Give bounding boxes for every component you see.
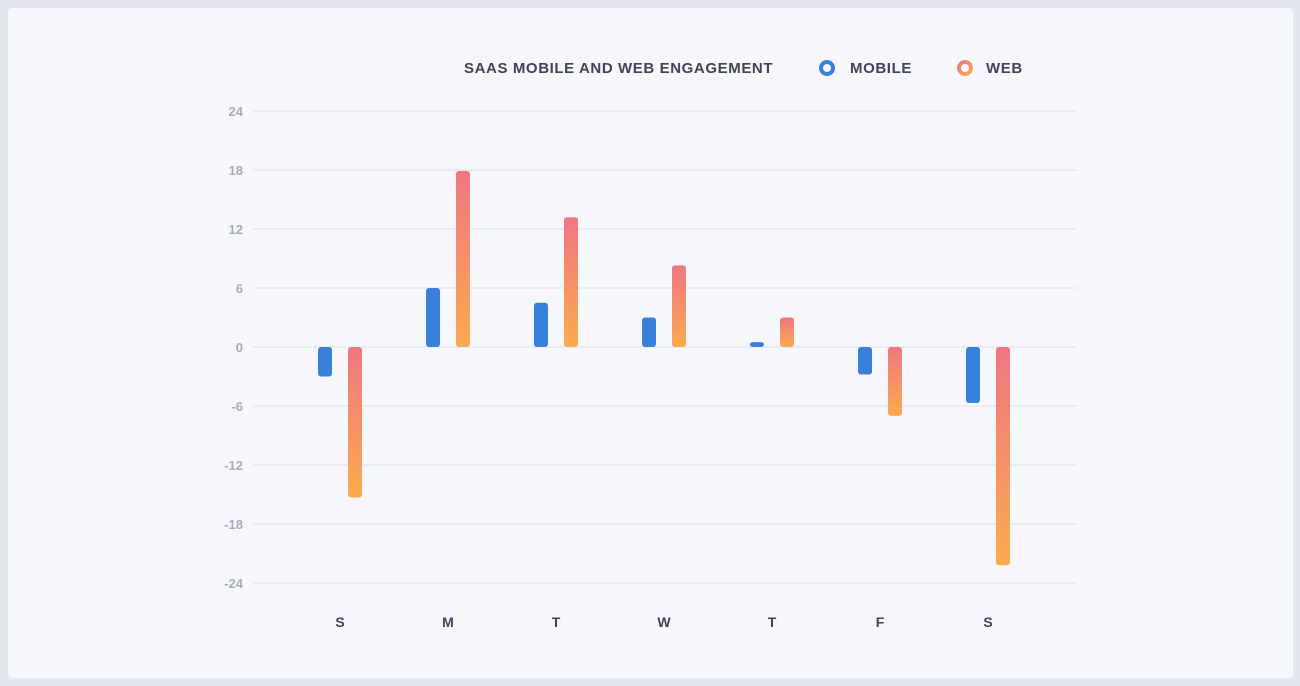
x-tick-label: M <box>442 614 454 630</box>
y-tick-label: 0 <box>236 340 243 355</box>
bar-web <box>888 347 902 416</box>
x-tick-label: S <box>335 614 344 630</box>
chart-title: SAAS MOBILE AND WEB ENGAGEMENT <box>464 60 773 77</box>
bar-web <box>672 265 686 347</box>
legend: MOBILE WEB <box>819 60 1023 77</box>
bar-mobile <box>318 347 332 377</box>
engagement-chart: 24 18 12 6 0 -6 -12 -18 -24 S M T W T F S SAAS MOBILE … <box>224 60 1076 630</box>
bar-mobile <box>426 288 440 347</box>
legend-item-mobile[interactable]: MOBILE <box>819 60 912 77</box>
bar-mobile <box>642 317 656 347</box>
x-tick-label: S <box>983 614 992 630</box>
y-tick-label: 24 <box>229 104 244 119</box>
bar-web <box>456 170 470 347</box>
bar-mobile <box>750 342 764 347</box>
bars <box>318 170 1010 566</box>
y-tick-label: -12 <box>224 458 243 473</box>
bar-web <box>564 217 578 347</box>
y-axis-ticks: 24 18 12 6 0 -6 -12 -18 -24 <box>224 104 244 591</box>
bar-mobile <box>858 347 872 375</box>
legend-label-mobile: MOBILE <box>850 60 912 77</box>
legend-label-web: WEB <box>986 60 1023 77</box>
y-tick-label: -18 <box>224 517 243 532</box>
bar-mobile <box>534 302 548 347</box>
x-tick-label: T <box>768 614 777 630</box>
x-tick-label: F <box>876 614 885 630</box>
bar-web <box>996 347 1010 566</box>
y-tick-label: 6 <box>236 281 243 296</box>
legend-item-web[interactable]: WEB <box>957 60 1023 77</box>
y-tick-label: 12 <box>229 222 243 237</box>
bar-mobile <box>966 347 980 404</box>
y-tick-label: 18 <box>229 163 243 178</box>
mobile-legend-marker-icon <box>819 60 835 76</box>
grid-lines <box>253 110 1076 584</box>
web-legend-marker-icon <box>957 60 973 76</box>
y-tick-label: -6 <box>231 399 243 414</box>
x-tick-label: T <box>552 614 561 630</box>
bar-web <box>348 347 362 498</box>
chart-card: 24 18 12 6 0 -6 -12 -18 -24 S M T W T F S SAAS MOBILE … <box>8 8 1293 678</box>
y-tick-label: -24 <box>224 576 244 591</box>
x-tick-label: W <box>657 614 671 630</box>
bar-web <box>780 317 794 347</box>
